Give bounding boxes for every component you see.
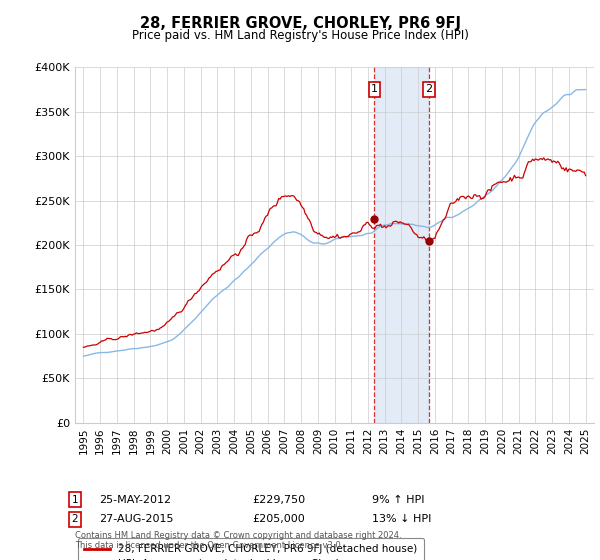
Text: 13% ↓ HPI: 13% ↓ HPI xyxy=(372,514,431,524)
Text: 2: 2 xyxy=(425,85,433,95)
Text: £205,000: £205,000 xyxy=(252,514,305,524)
Text: 25-MAY-2012: 25-MAY-2012 xyxy=(99,494,171,505)
Text: 2: 2 xyxy=(71,514,79,524)
Text: 27-AUG-2015: 27-AUG-2015 xyxy=(99,514,173,524)
Text: 1: 1 xyxy=(371,85,378,95)
Text: £229,750: £229,750 xyxy=(252,494,305,505)
Text: Price paid vs. HM Land Registry's House Price Index (HPI): Price paid vs. HM Land Registry's House … xyxy=(131,29,469,42)
Text: Contains HM Land Registry data © Crown copyright and database right 2024.
This d: Contains HM Land Registry data © Crown c… xyxy=(75,530,401,550)
Legend: 28, FERRIER GROVE, CHORLEY, PR6 9FJ (detached house), HPI: Average price, detach: 28, FERRIER GROVE, CHORLEY, PR6 9FJ (det… xyxy=(77,538,424,560)
Text: 1: 1 xyxy=(71,494,79,505)
Text: 9% ↑ HPI: 9% ↑ HPI xyxy=(372,494,425,505)
Text: 28, FERRIER GROVE, CHORLEY, PR6 9FJ: 28, FERRIER GROVE, CHORLEY, PR6 9FJ xyxy=(139,16,461,31)
